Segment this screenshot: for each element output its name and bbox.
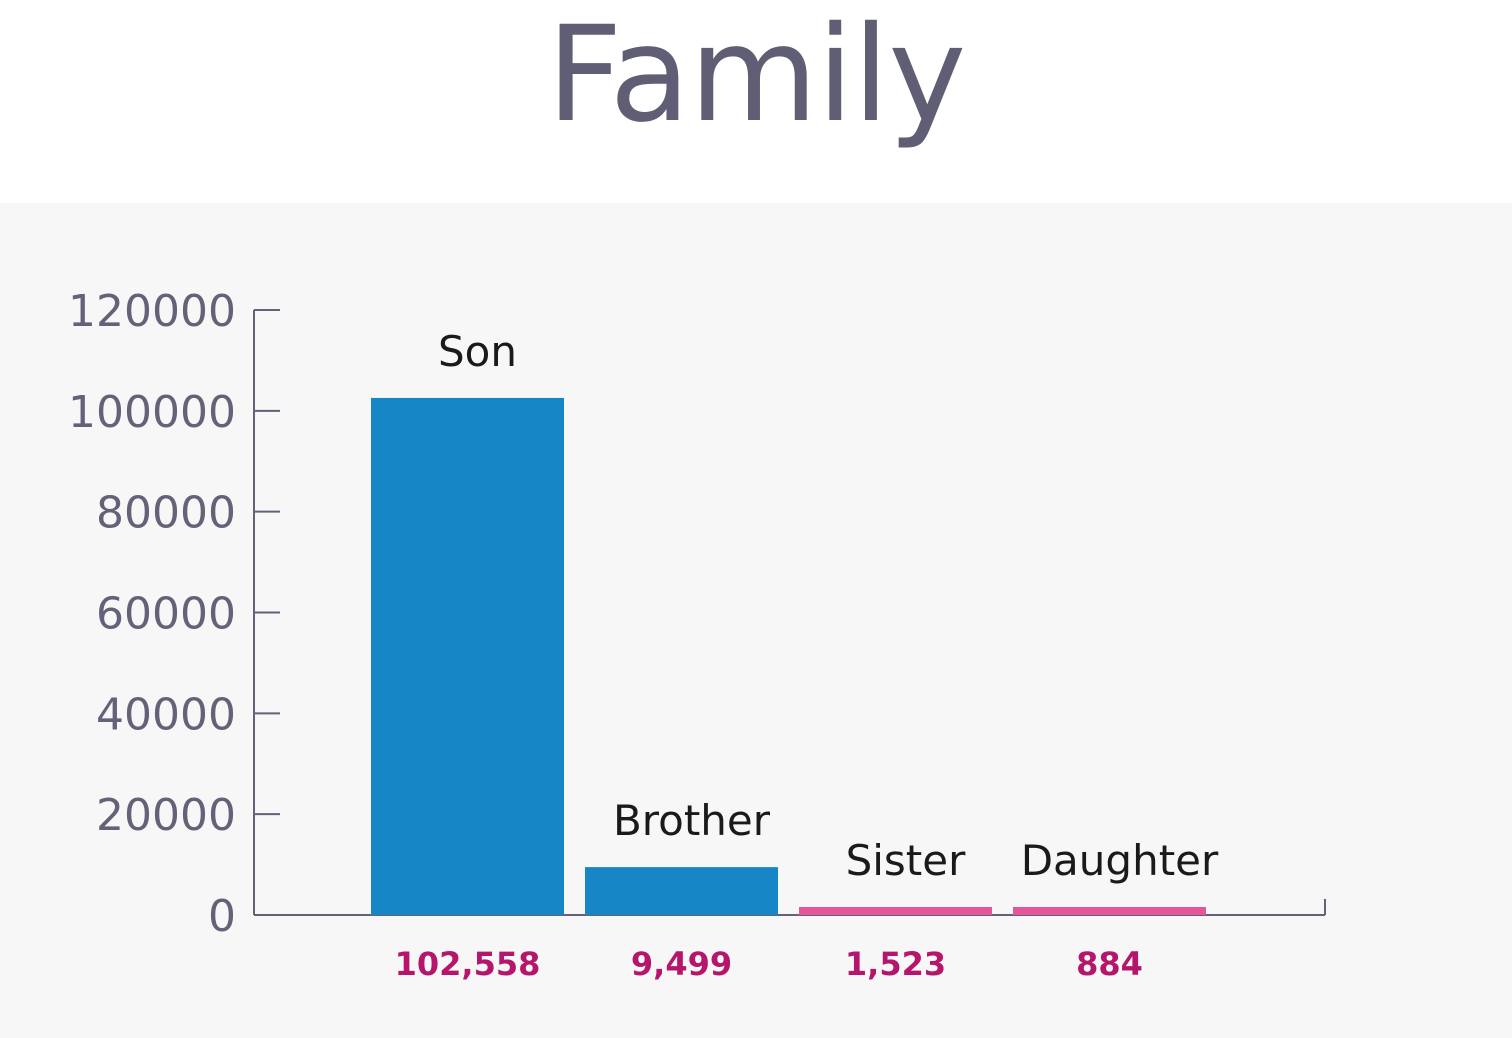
y-tick-label: 20000 — [96, 790, 236, 841]
chart-axes: 0 20000 40000 60000 80000 100000 120000 — [68, 286, 1326, 942]
y-tick-label: 80000 — [96, 488, 236, 539]
value-label: 9,499 — [631, 945, 732, 983]
chart-bars — [371, 397, 1206, 915]
chart-title: Family — [546, 0, 967, 152]
y-tick-label: 40000 — [96, 689, 236, 740]
value-label: 884 — [1076, 945, 1143, 983]
value-label: 1,523 — [845, 945, 946, 983]
y-tick-label: 120000 — [68, 286, 236, 337]
value-label: 102,558 — [395, 945, 541, 983]
category-label: Sister — [846, 836, 967, 885]
category-label: Son — [438, 327, 517, 376]
category-label: Daughter — [1021, 836, 1219, 885]
chart-labels: Son 102,558 Brother 9,499 Sister 1,523 Daughte… — [395, 327, 1219, 983]
bar-brother — [585, 867, 778, 915]
y-tick-label: 100000 — [68, 387, 236, 438]
bar-daughter — [1013, 907, 1206, 915]
y-tick-label: 0 — [208, 891, 236, 942]
category-label: Brother — [613, 796, 771, 845]
y-tick-label: 60000 — [96, 589, 236, 640]
bar-sister — [799, 907, 992, 915]
bar-son — [371, 397, 564, 915]
